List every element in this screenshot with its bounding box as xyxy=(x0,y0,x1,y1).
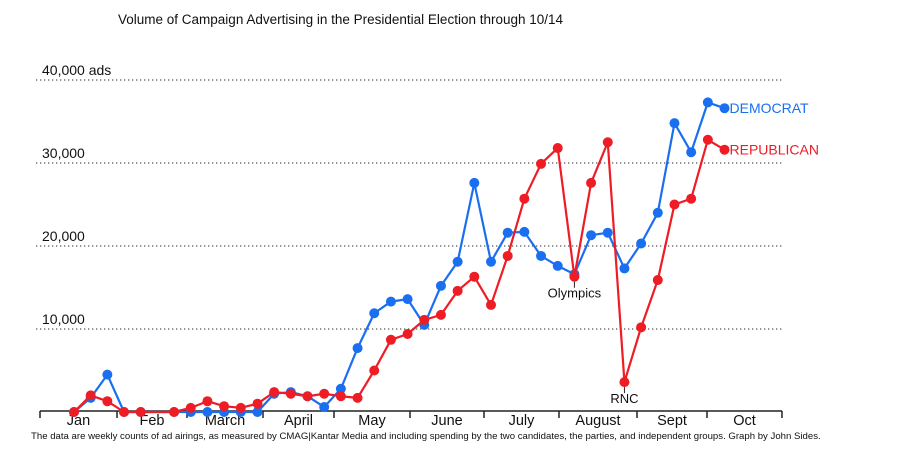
data-point xyxy=(586,230,597,241)
data-point xyxy=(435,280,446,291)
data-point xyxy=(335,391,346,402)
gridlines xyxy=(36,79,784,330)
data-point xyxy=(69,407,79,417)
data-point xyxy=(602,137,613,148)
data-point xyxy=(119,407,130,417)
x-tick-label: Oct xyxy=(733,413,756,429)
series-republican xyxy=(69,134,730,417)
data-point xyxy=(435,309,446,320)
series-democrat xyxy=(69,97,730,417)
data-point xyxy=(369,308,380,319)
data-point xyxy=(285,388,296,399)
data-point xyxy=(686,193,697,204)
data-point xyxy=(319,388,330,399)
data-point xyxy=(669,199,680,210)
data-point xyxy=(252,398,263,409)
y-tick-label: 40,000 ads xyxy=(42,62,111,78)
data-point xyxy=(185,402,196,413)
data-point xyxy=(552,260,563,271)
data-point xyxy=(369,365,380,376)
data-point xyxy=(469,271,480,282)
data-point xyxy=(719,103,730,114)
data-point xyxy=(452,285,463,296)
data-point xyxy=(719,144,730,155)
annotations: Olympics RNC xyxy=(548,281,639,406)
data-point xyxy=(602,227,613,238)
data-point xyxy=(335,383,346,394)
data-point xyxy=(102,396,113,407)
data-point xyxy=(202,396,213,407)
data-point xyxy=(402,294,413,305)
data-point xyxy=(452,256,463,267)
y-tick-label: 30,000 xyxy=(42,145,85,161)
data-point xyxy=(502,250,513,261)
x-axis: Jan Feb March April May June July August Sept Oct xyxy=(39,410,783,429)
series-line-democrat xyxy=(73,101,725,414)
data-point xyxy=(669,118,680,129)
data-point xyxy=(586,177,597,188)
data-point xyxy=(135,407,146,417)
legend-label-democrat: DEMOCRAT xyxy=(730,100,810,116)
x-tick-label: March xyxy=(205,413,245,429)
x-tick-label: Sept xyxy=(657,413,687,429)
data-point xyxy=(169,407,180,417)
data-point xyxy=(702,134,713,145)
data-point xyxy=(569,271,580,282)
series-line-republican xyxy=(73,138,726,414)
data-point xyxy=(352,343,363,354)
data-point xyxy=(519,226,530,237)
annotation-label: RNC xyxy=(610,391,638,406)
data-point xyxy=(552,143,563,154)
x-tick-label: June xyxy=(431,413,462,429)
data-point xyxy=(385,296,396,307)
data-point xyxy=(102,369,113,380)
data-point xyxy=(402,328,413,339)
data-point xyxy=(536,158,547,169)
data-point xyxy=(269,387,280,398)
data-point xyxy=(702,97,713,108)
data-point xyxy=(636,322,647,333)
data-point xyxy=(652,207,663,218)
chart-note: The data are weekly counts of ad airings… xyxy=(31,431,821,442)
data-point xyxy=(385,334,396,345)
data-point xyxy=(536,250,547,261)
data-point xyxy=(486,299,496,310)
data-point xyxy=(219,401,230,412)
data-point xyxy=(619,263,630,274)
data-point xyxy=(352,392,363,403)
y-tick-label: 10,000 xyxy=(42,311,85,327)
data-point xyxy=(419,314,430,325)
y-tick-label: 20,000 xyxy=(42,228,85,244)
x-tick-label: April xyxy=(284,413,313,429)
x-tick-label: Jan xyxy=(67,413,90,429)
legend: DEMOCRAT REPUBLICAN xyxy=(730,100,819,158)
data-point xyxy=(202,407,213,417)
y-axis-labels: 10,000 20,000 30,000 40,000 ads xyxy=(42,62,111,327)
data-point xyxy=(686,147,697,158)
data-point xyxy=(302,391,313,402)
x-tick-label: July xyxy=(509,413,536,429)
data-point xyxy=(619,377,630,388)
data-point xyxy=(502,227,513,238)
chart-title: Volume of Campaign Advertising in the Pr… xyxy=(118,12,564,27)
x-tick-label: August xyxy=(575,413,620,429)
x-tick-label: Feb xyxy=(140,413,165,429)
data-point xyxy=(235,402,246,413)
data-point xyxy=(636,238,647,249)
data-point xyxy=(252,407,263,417)
data-point xyxy=(652,275,663,286)
chart: Volume of Campaign Advertising in the Pr… xyxy=(36,12,819,429)
data-point xyxy=(519,193,530,204)
series-lines xyxy=(69,97,730,417)
x-tick-label: May xyxy=(358,413,386,429)
data-point xyxy=(85,390,96,401)
annotation-label: Olympics xyxy=(548,286,602,301)
data-point xyxy=(319,402,330,413)
data-point xyxy=(486,256,496,267)
data-point xyxy=(469,177,480,188)
legend-label-republican: REPUBLICAN xyxy=(730,142,819,158)
